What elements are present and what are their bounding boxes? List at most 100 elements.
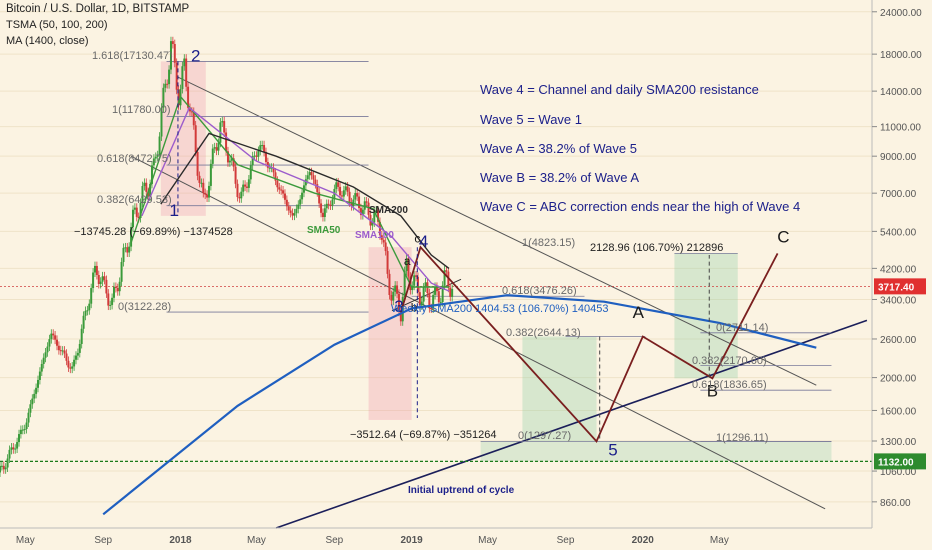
y-tick-label: 2600.00 bbox=[880, 335, 917, 346]
candle-body bbox=[242, 184, 245, 192]
wave-label-B: B bbox=[707, 381, 718, 400]
candle-body bbox=[266, 161, 269, 168]
candle-body bbox=[16, 442, 19, 449]
candle-body bbox=[390, 294, 393, 301]
candle-body bbox=[48, 339, 51, 347]
candle-body bbox=[394, 285, 397, 292]
candle-body bbox=[447, 271, 450, 288]
candle-body bbox=[133, 207, 136, 210]
candle-body bbox=[312, 175, 315, 180]
candle-body bbox=[131, 209, 134, 227]
candle-body bbox=[415, 275, 418, 277]
candle-body bbox=[6, 458, 9, 468]
candle-body bbox=[59, 350, 62, 352]
candle-body bbox=[234, 166, 237, 184]
candle-body bbox=[33, 393, 36, 399]
y-tick-label: 5400.00 bbox=[880, 227, 917, 238]
price-axis: 24000.00 18000.00 14000.00 11000.00 9000.00 7… bbox=[871, 0, 932, 550]
fib-label: 0.618(3476.26) bbox=[502, 285, 577, 297]
candle-body bbox=[282, 190, 285, 194]
x-tick-label: 2019 bbox=[400, 535, 423, 546]
y-tick-label: 9000.00 bbox=[880, 152, 917, 163]
candle-body bbox=[0, 465, 3, 467]
candle-body bbox=[50, 333, 53, 340]
ma-label-sma50: SMA50 bbox=[307, 225, 341, 236]
candle-body bbox=[213, 147, 216, 149]
candle-body bbox=[295, 208, 298, 214]
candle-body bbox=[198, 175, 201, 183]
y-tick-label: 1300.00 bbox=[880, 437, 917, 448]
ma-label-sma100: SMA100 bbox=[355, 230, 394, 241]
candle-body bbox=[82, 315, 85, 329]
candle-body bbox=[439, 302, 442, 304]
candle-body bbox=[401, 296, 404, 322]
candle-body bbox=[223, 121, 226, 133]
candle-body bbox=[103, 276, 106, 280]
candle-body bbox=[264, 151, 267, 162]
candle-body bbox=[257, 150, 260, 157]
candle-body bbox=[69, 367, 72, 369]
candle-body bbox=[139, 202, 142, 218]
candle-body bbox=[40, 363, 43, 372]
candle-body bbox=[350, 202, 353, 207]
moving-averages bbox=[102, 95, 817, 516]
candle-body bbox=[55, 339, 58, 346]
chart-title: Bitcoin / U.S. Dollar, 1D, BITSTAMP bbox=[6, 3, 190, 15]
candle-body bbox=[12, 447, 15, 450]
candle-body bbox=[42, 357, 45, 364]
candle-body bbox=[240, 191, 243, 199]
candle-body bbox=[259, 145, 262, 151]
fib-label: 0(2711.14) bbox=[716, 322, 768, 334]
candle-body bbox=[411, 285, 414, 291]
candle-body bbox=[97, 274, 100, 284]
candle-body bbox=[90, 288, 93, 304]
candle-body bbox=[428, 293, 431, 309]
candle-body bbox=[377, 210, 380, 222]
candle-body bbox=[253, 155, 256, 157]
candle-body bbox=[76, 352, 79, 356]
x-tick-label: Sep bbox=[94, 535, 112, 546]
candle-body bbox=[86, 310, 89, 312]
price-tag bbox=[874, 453, 926, 470]
candle-body bbox=[287, 206, 290, 211]
candle-body bbox=[278, 187, 281, 190]
candle-body bbox=[169, 41, 172, 70]
candle-body bbox=[299, 199, 302, 205]
fib-label: 0.382(2644.13) bbox=[506, 327, 581, 339]
candle-body bbox=[310, 172, 313, 176]
wave-label-A: A bbox=[633, 303, 645, 322]
candle-body bbox=[392, 291, 395, 301]
candle-body bbox=[124, 247, 127, 249]
candle-body bbox=[375, 210, 378, 213]
candle-body bbox=[236, 183, 239, 198]
candle-body bbox=[187, 86, 190, 108]
fib-label: 0(3122.28) bbox=[118, 301, 171, 313]
candle-body bbox=[61, 350, 64, 352]
candle-body bbox=[388, 273, 391, 295]
candle-body bbox=[424, 282, 427, 288]
candle-body bbox=[31, 398, 34, 405]
candle-body bbox=[354, 193, 357, 200]
candle-body bbox=[367, 202, 370, 215]
projection-zones bbox=[160, 61, 832, 462]
candle-body bbox=[135, 207, 138, 217]
candle-body bbox=[181, 66, 184, 89]
channel-lower bbox=[130, 155, 826, 510]
candle-body bbox=[249, 165, 252, 180]
candle-body bbox=[27, 412, 30, 423]
fib-label: 1.618(17130.47) bbox=[92, 50, 173, 62]
candle-body bbox=[359, 208, 362, 216]
wave-label-c: c bbox=[414, 232, 420, 246]
y-tick-label: 7000.00 bbox=[880, 189, 917, 200]
candle-body bbox=[451, 289, 454, 297]
candle-body bbox=[35, 387, 38, 394]
wave-label-C: C bbox=[777, 228, 789, 247]
candle-body bbox=[128, 246, 131, 253]
candle-body bbox=[247, 179, 250, 188]
candle-body bbox=[304, 179, 307, 186]
candle-body bbox=[285, 199, 288, 207]
candle-body bbox=[215, 147, 218, 151]
candle-body bbox=[371, 222, 374, 226]
fib-label: 0.618(8472.75) bbox=[97, 153, 172, 165]
